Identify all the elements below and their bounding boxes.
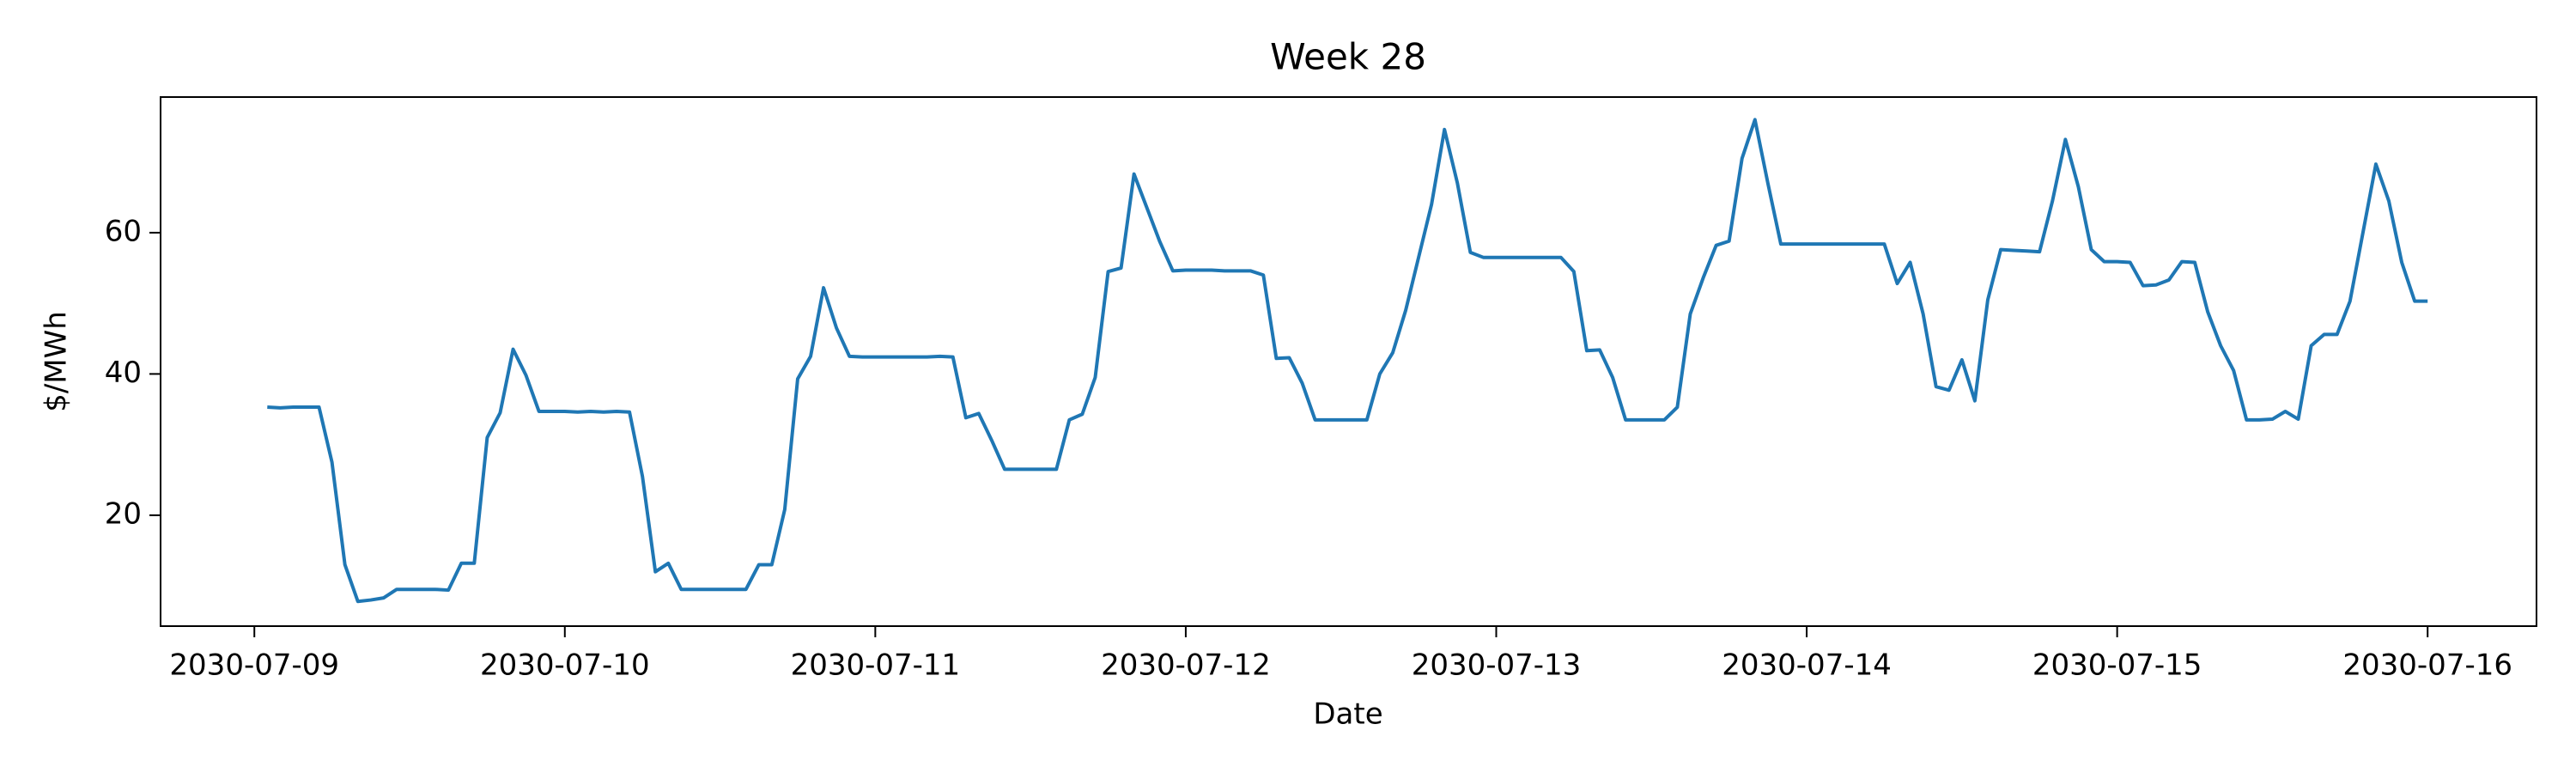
x-tick-label: 2030-07-11 — [791, 648, 961, 683]
y-tick-label: 40 — [105, 356, 142, 390]
data-line — [267, 118, 2428, 604]
x-tick-label: 2030-07-16 — [2342, 648, 2512, 683]
y-axis-label: $/MWh — [39, 311, 74, 412]
x-tick-label: 2030-07-12 — [1101, 648, 1271, 683]
plot-frame — [160, 96, 2537, 627]
y-tick-label: 20 — [105, 496, 142, 531]
x-tick-label: 2030-07-10 — [480, 648, 650, 683]
x-tick-label: 2030-07-09 — [169, 648, 339, 683]
x-axis-label: Date — [1313, 697, 1382, 732]
x-tick-label: 2030-07-15 — [2032, 648, 2202, 683]
x-tick-label: 2030-07-13 — [1412, 648, 1582, 683]
chart-title: Week 28 — [1270, 36, 1426, 78]
x-tick-label: 2030-07-14 — [1722, 648, 1892, 683]
y-tick-label: 60 — [105, 214, 142, 248]
